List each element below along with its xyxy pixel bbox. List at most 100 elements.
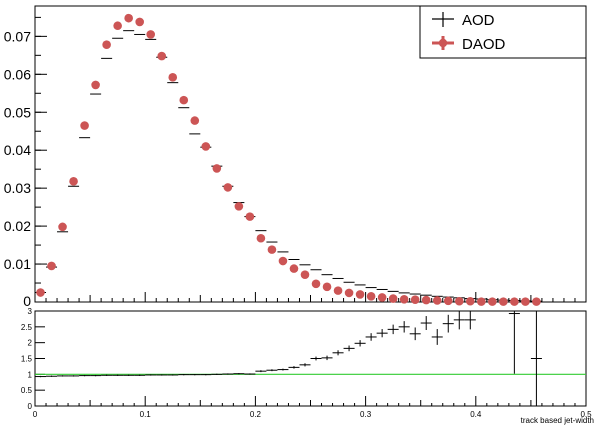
daod-point — [201, 142, 211, 151]
legend-marker-daod — [438, 38, 448, 48]
ratio-y-tick-label: 2 — [28, 339, 33, 348]
daod-point — [80, 121, 89, 130]
ratio-point — [189, 374, 201, 376]
ratio-point — [530, 311, 542, 406]
daod-point — [432, 296, 442, 305]
ratio-point — [508, 311, 520, 374]
daod-point — [366, 292, 376, 301]
daod-point — [355, 290, 365, 299]
legend-entry-daod: DAOD — [432, 36, 506, 53]
daod-point — [168, 73, 178, 82]
daod-point — [532, 297, 541, 306]
series-aod — [35, 30, 542, 302]
ratio-point — [233, 373, 245, 375]
ratio-axis-ticks: 0 0.5 1 1.5 2 2.5 3 0 0.1 0.2 0.3 0.4 0.5 — [21, 307, 592, 419]
daod-point — [421, 295, 431, 305]
ratio-point — [167, 374, 179, 376]
daod-point — [465, 296, 475, 306]
legend-label-aod: AOD — [462, 12, 495, 29]
daod-point — [377, 293, 387, 302]
legend-entry-aod: AOD — [432, 12, 495, 29]
ratio-point — [442, 314, 454, 333]
daod-point — [477, 297, 486, 306]
ratio-point — [90, 374, 102, 377]
ratio-point — [266, 369, 278, 372]
legend: AOD DAOD — [419, 5, 587, 59]
legend-label-daod: DAOD — [462, 36, 506, 53]
daod-point — [91, 80, 100, 90]
ratio-y-tick-label: 0.5 — [21, 386, 33, 395]
ratio-x-tick-label: 0.5 — [580, 410, 592, 419]
daod-point — [289, 264, 299, 273]
ratio-y-tick-label: 1.5 — [21, 355, 33, 364]
daod-point — [69, 177, 78, 186]
daod-point — [443, 296, 453, 306]
daod-point — [333, 286, 343, 295]
ratio-point — [288, 366, 300, 369]
main-y-tick-label: 0.03 — [4, 180, 31, 196]
ratio-point — [365, 333, 377, 341]
main-axis-ticks: 0.01 0.02 0.03 0.04 0.05 0.06 0.07 0 — [4, 16, 587, 309]
daod-point — [410, 295, 420, 305]
daod-point — [157, 51, 167, 61]
ratio-point — [255, 370, 267, 373]
daod-point — [300, 270, 310, 279]
ratio-y-tick-label: 1 — [28, 370, 33, 379]
daod-point — [179, 95, 189, 105]
ratio-point — [101, 374, 113, 376]
main-y-tick-label: 0.04 — [4, 142, 31, 158]
daod-point — [135, 17, 144, 27]
daod-point — [146, 30, 156, 39]
daod-point — [510, 297, 519, 306]
ratio-point — [453, 311, 465, 330]
daod-point — [278, 256, 288, 266]
main-y-tick-label: 0.07 — [4, 28, 31, 44]
x-axis-label: track based jet-width — [521, 416, 594, 425]
daod-point — [36, 288, 45, 297]
ratio-point — [321, 355, 333, 361]
daod-point — [113, 21, 122, 31]
daod-point — [256, 233, 266, 243]
ratio-point — [123, 374, 135, 376]
ratio-point — [244, 373, 256, 375]
ratio-point — [431, 329, 443, 345]
ratio-x-tick-label: 0.4 — [470, 410, 482, 419]
daod-point — [47, 261, 56, 271]
series-daod — [36, 13, 541, 306]
ratio-y-tick-label: 0 — [28, 402, 33, 411]
ratio-point — [211, 373, 223, 375]
ratio-point — [134, 374, 146, 376]
daod-point — [499, 297, 508, 306]
daod-point — [245, 212, 255, 221]
ratio-point — [299, 363, 311, 367]
ratio-series — [35, 311, 542, 406]
daod-point — [234, 202, 244, 211]
ratio-point — [79, 374, 91, 377]
ratio-point — [277, 368, 289, 371]
daod-point — [58, 222, 67, 232]
main-y-tick-label: 0.02 — [4, 218, 31, 234]
ratio-point — [112, 374, 124, 376]
ratio-point — [46, 375, 58, 377]
ratio-point — [387, 324, 399, 335]
daod-point — [344, 288, 354, 298]
ratio-point — [354, 340, 366, 347]
ratio-point — [145, 374, 157, 376]
legend-box — [419, 5, 587, 59]
main-y-zero-label: 0 — [23, 293, 31, 309]
ratio-point — [409, 327, 421, 341]
main-y-tick-label: 0.06 — [4, 66, 31, 82]
ratio-point — [332, 350, 344, 356]
ratio-point — [343, 345, 355, 352]
ratio-point — [310, 356, 322, 361]
daod-point — [322, 282, 332, 292]
ratio-point — [68, 375, 80, 377]
daod-point — [102, 40, 111, 50]
ratio-point — [178, 374, 190, 376]
daod-point — [388, 294, 398, 303]
ratio-point — [57, 375, 69, 377]
daod-point — [311, 279, 321, 289]
ratio-y-tick-label: 3 — [28, 307, 33, 316]
ratio-point — [420, 316, 432, 330]
ratio-x-tick-label: 0.3 — [360, 410, 372, 419]
